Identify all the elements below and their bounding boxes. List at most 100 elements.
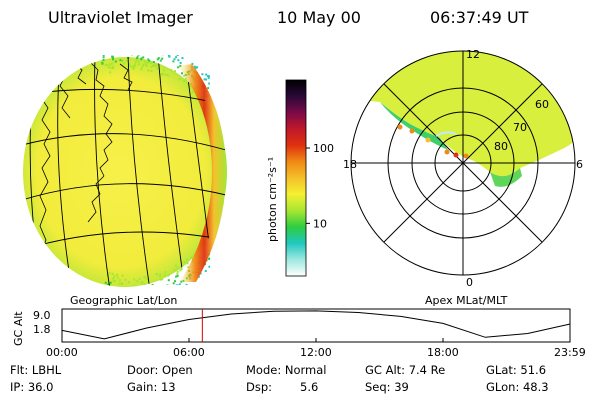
info-dsp: Dsp: xyxy=(246,380,273,394)
glow-speck xyxy=(151,52,153,54)
info-gc-alt: GC Alt: 7.4 Re xyxy=(365,363,446,377)
glow-speck xyxy=(132,64,135,67)
glow-speck xyxy=(231,192,233,194)
polar-panel: 12 18 6 0 60 70 80 xyxy=(343,48,583,289)
glow-speck xyxy=(112,58,114,61)
glow-speck xyxy=(229,179,231,181)
glow-speck xyxy=(236,172,238,174)
glow-speck xyxy=(227,157,229,159)
glow-speck xyxy=(156,52,158,54)
glow-speck xyxy=(139,50,141,52)
glow-speck xyxy=(133,284,136,285)
glow-speck xyxy=(225,246,227,248)
glow-speck xyxy=(185,258,188,261)
glow-speck xyxy=(236,161,238,163)
glow-speck xyxy=(123,62,126,65)
glow-speck xyxy=(234,159,236,161)
glow-speck xyxy=(176,267,179,270)
glow-speck xyxy=(210,262,212,264)
glow-speck xyxy=(234,116,236,118)
glow-speck xyxy=(241,157,243,159)
glow-speck xyxy=(148,59,151,62)
glow-speck xyxy=(159,59,162,62)
glow-speck xyxy=(179,62,182,64)
colorbar-ticks: 100 10 xyxy=(306,142,334,230)
glow-speck xyxy=(218,112,220,114)
glow-speck xyxy=(153,53,155,55)
glow-speck xyxy=(173,268,176,271)
glow-speck xyxy=(226,200,228,202)
glow-speck xyxy=(222,127,224,129)
glow-speck xyxy=(154,287,156,289)
glow-speck xyxy=(183,261,186,263)
glow-speck xyxy=(163,69,165,72)
glow-speck xyxy=(128,63,131,65)
glow-speck xyxy=(132,68,135,70)
glow-speck xyxy=(116,287,118,289)
glow-speck xyxy=(140,49,142,51)
glow-speck xyxy=(143,287,145,289)
glow-speck xyxy=(124,50,126,52)
glow-speck xyxy=(191,90,194,93)
glow-speck xyxy=(136,280,139,283)
glow-speck xyxy=(220,221,222,223)
glow-speck xyxy=(177,66,180,69)
glow-speck xyxy=(229,155,231,157)
glow-speck xyxy=(142,290,144,292)
glow-speck xyxy=(176,270,179,273)
glow-speck xyxy=(146,61,149,64)
glow-speck xyxy=(147,290,149,292)
glow-speck xyxy=(225,203,227,205)
glow-speck xyxy=(213,249,215,251)
glow-speck xyxy=(161,291,163,293)
glow-speck xyxy=(176,274,179,277)
glow-speck xyxy=(230,180,232,182)
altitude-ytick-low: 1.8 xyxy=(33,323,51,336)
glow-speck xyxy=(102,59,105,61)
glow-speck xyxy=(168,55,171,58)
glow-speck xyxy=(145,64,148,67)
glow-speck xyxy=(161,57,164,60)
glow-speck xyxy=(128,64,131,67)
glow-speck xyxy=(152,61,155,63)
glow-speck xyxy=(227,169,229,171)
mlat-label-80: 80 xyxy=(494,140,508,153)
limb-brightening xyxy=(178,64,226,282)
glow-speck xyxy=(193,65,196,68)
glow-speck xyxy=(176,55,179,56)
glow-speck xyxy=(124,278,127,281)
glow-speck xyxy=(176,284,179,285)
glow-speck xyxy=(125,59,128,62)
glow-speck xyxy=(107,66,110,69)
glow-speck xyxy=(116,276,119,279)
glow-speck xyxy=(150,65,153,68)
glow-speck xyxy=(194,67,197,70)
glow-speck xyxy=(156,67,159,70)
glow-speck xyxy=(143,276,146,278)
glow-speck xyxy=(236,142,238,144)
glow-speck xyxy=(156,58,159,61)
glow-speck xyxy=(181,57,184,60)
glow-speck xyxy=(169,287,171,289)
glow-speck xyxy=(119,289,121,291)
glow-speck xyxy=(136,57,139,60)
glow-speck xyxy=(108,272,111,275)
glow-speck xyxy=(174,280,176,283)
glow-speck xyxy=(176,272,179,275)
glow-speck xyxy=(232,119,234,121)
glow-speck xyxy=(156,63,159,66)
glow-speck xyxy=(236,124,238,126)
glow-speck xyxy=(201,73,204,76)
glow-speck xyxy=(167,274,170,277)
glow-speck xyxy=(235,173,237,175)
glow-speck xyxy=(232,137,234,139)
glow-speck xyxy=(134,63,136,66)
glow-speck xyxy=(231,147,233,149)
glow-speck xyxy=(246,161,248,163)
glow-speck xyxy=(242,189,244,191)
glow-speck xyxy=(159,275,161,278)
glow-speck xyxy=(224,130,226,132)
glow-speck xyxy=(106,53,108,55)
altitude-xticks: 00:00 06:00 12:00 18:00 23:59 xyxy=(46,338,586,359)
